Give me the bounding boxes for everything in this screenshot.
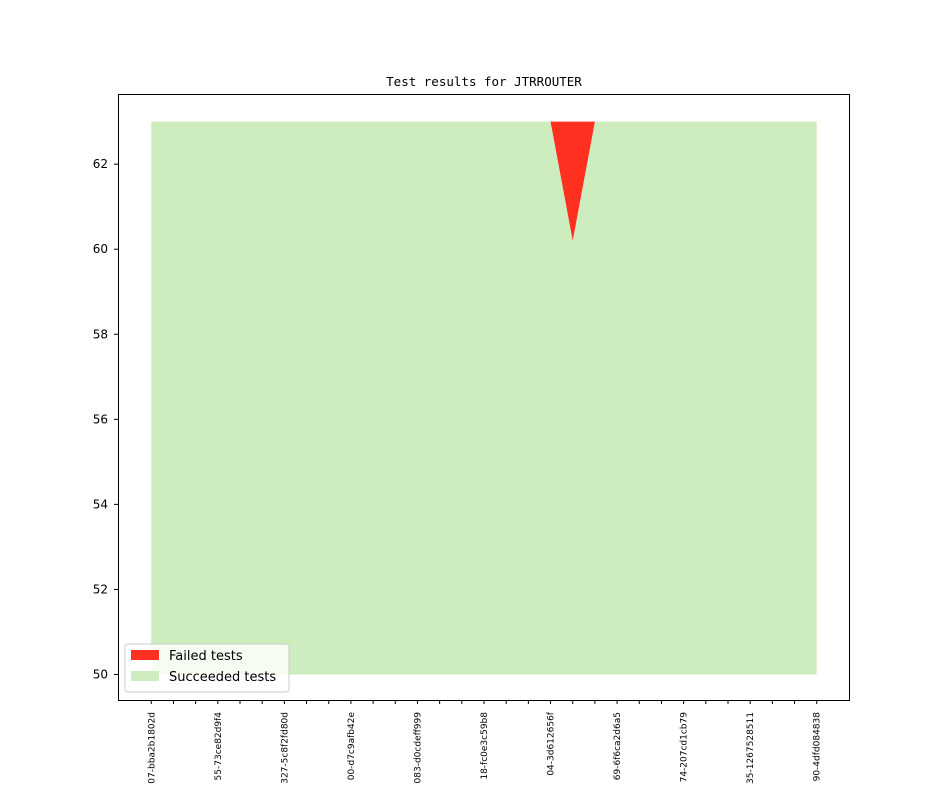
x-tick-label: 69-6f6ca2d6a5 (613, 712, 623, 780)
x-tick-label: 327-5c8f2fd80d (280, 712, 290, 784)
x-tick-label: 55-73ce82d9f4 (214, 712, 224, 781)
area (151, 121, 817, 675)
chart-title: Test results for JTRROUTER (386, 74, 582, 89)
y-tick-label: 50 (93, 667, 108, 681)
x-tick-label: 083-d0cdeff999 (413, 712, 423, 784)
y-tick-label: 54 (93, 497, 108, 511)
x-tick-label: 90-4dfd084838 (813, 712, 823, 782)
x-tick-label: 18-fc0e3c59b8 (480, 712, 490, 780)
x-tick-label: 74-207cd1cb79 (680, 712, 690, 783)
y-tick-label: 56 (93, 412, 108, 426)
legend-swatch (131, 671, 159, 681)
x-tick-label: 07-bba2b1802d (147, 712, 157, 784)
x-tick-label: 04-3d612656f (547, 711, 557, 775)
y-tick-label: 62 (93, 157, 108, 171)
y-tick-label: 60 (93, 242, 108, 256)
legend-label: Succeeded tests (169, 670, 276, 685)
y-tick-label: 58 (93, 327, 108, 341)
legend-label: Failed tests (169, 649, 243, 664)
y-tick-label: 52 (93, 582, 108, 596)
legend-box (124, 643, 290, 693)
x-tick-label: 00-d7c9afb42e (347, 712, 357, 781)
legend-swatch (131, 650, 159, 660)
x-tick-label: 35-1267528511 (746, 712, 756, 784)
plot-area (151, 121, 817, 675)
